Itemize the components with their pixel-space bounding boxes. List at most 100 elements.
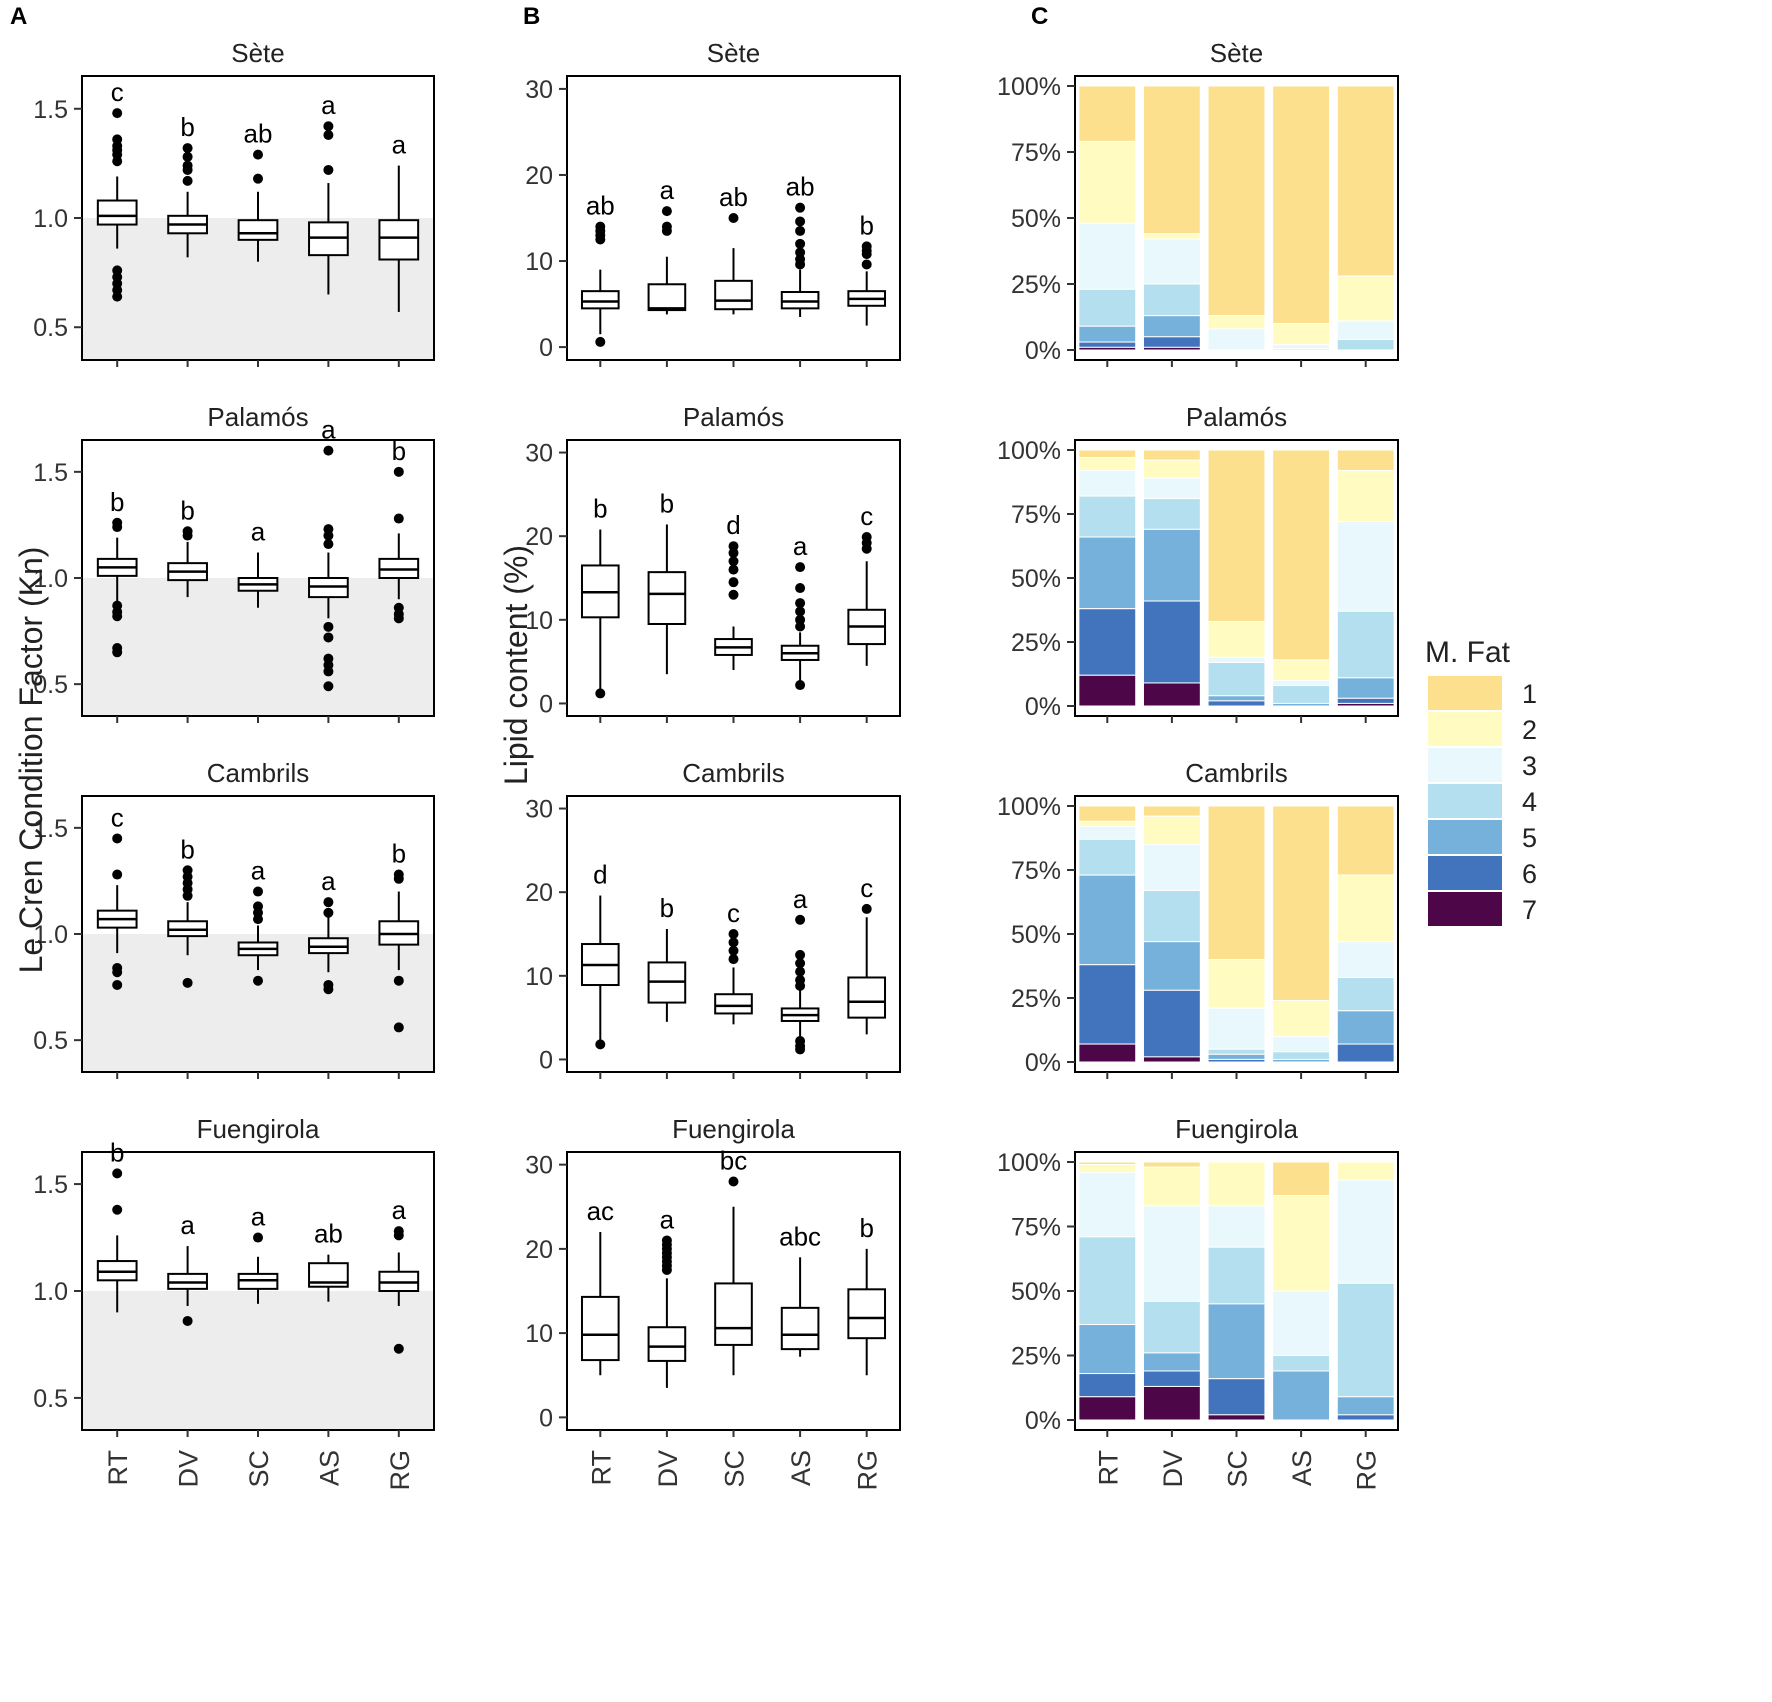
legend-label: 2 [1522, 715, 1537, 745]
legend-label: 7 [1522, 895, 1537, 925]
y-tick-label: 10 [525, 963, 553, 991]
significance-letter: ab [314, 1219, 343, 1249]
y-tick-label: 10 [525, 1320, 553, 1348]
bar-segment-fat-1 [1207, 85, 1266, 317]
outlier-point [253, 914, 263, 925]
significance-letter: b [859, 1213, 873, 1243]
outlier-point [393, 1022, 404, 1033]
y-tick-label: 1.0 [33, 205, 68, 233]
box-rg [378, 1226, 420, 1354]
bar-segment-fat-5 [1336, 1010, 1395, 1045]
bar-segment-fat-7 [1142, 1385, 1201, 1421]
x-tick-label: RT [103, 1450, 133, 1486]
outlier-point [795, 598, 806, 609]
outlier-point [861, 249, 872, 260]
box-sc [714, 541, 753, 670]
bar-segment-fat-2 [1142, 1166, 1201, 1207]
box-iqr [780, 1306, 820, 1351]
bar-segment-fat-3 [1078, 825, 1137, 840]
stacked-bar-dv [1142, 1161, 1201, 1421]
bar-segment-fat-3 [1078, 1171, 1137, 1238]
box-rg [847, 532, 887, 666]
bar-segment-fat-2 [1142, 233, 1201, 240]
box-rg [378, 165, 420, 312]
outlier-point [112, 833, 123, 844]
significance-letter: c [111, 77, 124, 107]
box-sc [237, 886, 279, 986]
legend-label: 5 [1522, 823, 1537, 853]
legend-swatch-2 [1428, 712, 1502, 746]
significance-letter: ab [244, 119, 273, 149]
outlier-point [728, 556, 739, 567]
bar-segment-fat-7 [1207, 1414, 1266, 1421]
y-tick-label: 30 [525, 796, 553, 824]
bar-segment-fat-2 [1336, 874, 1395, 943]
outlier-point [253, 1232, 263, 1243]
bar-segment-fat-2 [1336, 275, 1395, 322]
bar-segment-fat-4 [1078, 288, 1137, 327]
outlier-point [661, 206, 672, 217]
box-dv [647, 206, 687, 315]
outlier-point [795, 583, 806, 594]
bar-segment-fat-6 [1078, 608, 1137, 676]
bar-segment-fat-7 [1078, 1043, 1137, 1063]
significance-letter: a [180, 1210, 195, 1240]
bar-segment-fat-6 [1336, 1414, 1395, 1421]
bar-segment-fat-1 [1272, 85, 1331, 325]
significance-letter: b [593, 493, 607, 523]
outlier-point [323, 621, 334, 632]
x-tick-label: DV [653, 1450, 683, 1488]
box-iqr [714, 1282, 753, 1346]
box-rg [847, 241, 887, 326]
y-tick-label: 1.5 [33, 96, 68, 124]
bar-segment-fat-3 [1142, 1205, 1201, 1302]
outlier-point [393, 613, 404, 624]
facet-title: Cambrils [682, 758, 785, 788]
significance-letter: a [793, 884, 808, 914]
y-tick-label: 0% [1025, 693, 1061, 721]
bar-segment-fat-7 [1336, 702, 1395, 707]
bar-segment-fat-3 [1272, 679, 1331, 687]
bar-segment-fat-2 [1078, 140, 1137, 224]
stacked-bar-as [1272, 1161, 1331, 1421]
bar-segment-fat-1 [1336, 805, 1395, 876]
stacked-bar-rt [1078, 1161, 1137, 1421]
panel-label-a: A [10, 3, 27, 30]
outlier-point [728, 577, 739, 588]
facet-title: Palamós [1186, 402, 1287, 432]
outlier-point [112, 611, 123, 622]
outlier-point [795, 958, 806, 969]
bar-segment-fat-2 [1078, 820, 1137, 827]
facet-title: Fuengirola [672, 1114, 795, 1144]
bar-segment-fat-3 [1336, 941, 1395, 979]
significance-letter: a [321, 866, 336, 896]
x-tick-label: RG [853, 1450, 883, 1491]
box-dv [647, 1235, 687, 1388]
outlier-point [112, 156, 123, 167]
y-tick-label: 1.5 [33, 1171, 68, 1199]
outlier-point [728, 945, 739, 956]
bar-segment-fat-5 [1142, 315, 1201, 338]
bar-segment-fat-3 [1207, 1205, 1266, 1248]
y-tick-label: 0 [539, 1046, 553, 1074]
bar-segment-fat-4 [1336, 610, 1395, 679]
bar-segment-fat-5 [1336, 1396, 1395, 1416]
outlier-point [182, 530, 193, 541]
y-tick-label: 0% [1025, 1407, 1061, 1435]
box-as [780, 1257, 820, 1357]
outlier-point [393, 873, 404, 884]
outlier-point [795, 562, 806, 573]
box-dv [167, 1246, 208, 1326]
y-tick-label: 1.0 [33, 565, 68, 593]
y-tick-label: 30 [525, 440, 553, 468]
outlier-point [728, 929, 739, 939]
y-tick-label: 100% [997, 793, 1061, 821]
bar-segment-fat-3 [1272, 344, 1331, 350]
box-rg [847, 1248, 887, 1376]
bar-segment-fat-5 [1142, 1352, 1201, 1372]
outlier-point [112, 1168, 123, 1179]
significance-letter: abc [779, 1221, 821, 1251]
outlier-point [253, 975, 263, 986]
y-tick-label: 50% [1011, 921, 1061, 949]
bar-segment-fat-2 [1336, 469, 1395, 523]
